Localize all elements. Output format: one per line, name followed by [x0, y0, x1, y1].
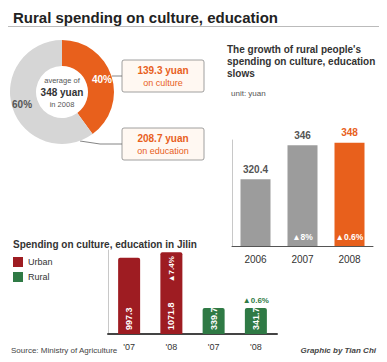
svg-text:Source: Ministry of Agricultur: Source: Ministry of Agriculture [11, 346, 118, 355]
svg-text:on education: on education [137, 146, 189, 156]
svg-text:208.7 yuan: 208.7 yuan [137, 133, 188, 144]
svg-text:Urban: Urban [28, 257, 53, 267]
svg-text:▲0.6%: ▲0.6% [336, 232, 364, 242]
svg-text:Spending on culture, education: Spending on culture, education in Jilin [13, 239, 197, 250]
svg-text:341.7: 341.7 [251, 307, 261, 330]
svg-text:2006: 2006 [244, 254, 267, 265]
svg-text:348 yuan: 348 yuan [41, 87, 84, 98]
svg-text:2007: 2007 [291, 254, 314, 265]
svg-text:unit: yuan: unit: yuan [231, 89, 266, 98]
svg-text:346: 346 [294, 130, 311, 141]
svg-text:40%: 40% [92, 74, 112, 85]
svg-text:348: 348 [341, 127, 358, 138]
svg-text:Rural spending on culture, edu: Rural spending on culture, education [13, 9, 278, 26]
svg-text:'07: '07 [123, 342, 135, 352]
svg-text:Graphic by Tian Chi: Graphic by Tian Chi [301, 346, 377, 355]
svg-text:▲7.4%: ▲7.4% [167, 256, 176, 282]
svg-text:The growth of rural people's: The growth of rural people's [227, 44, 364, 55]
svg-text:'08: '08 [166, 342, 178, 352]
svg-text:slows: slows [227, 68, 255, 79]
svg-text:139.3 yuan: 139.3 yuan [137, 65, 188, 76]
svg-text:2008: 2008 [338, 254, 361, 265]
svg-text:Rural: Rural [28, 272, 50, 282]
svg-text:▲8%: ▲8% [292, 232, 313, 242]
svg-text:339.7: 339.7 [209, 307, 219, 330]
svg-text:320.4: 320.4 [243, 164, 268, 175]
svg-text:'08: '08 [250, 342, 262, 352]
svg-text:'07: '07 [208, 342, 220, 352]
svg-text:1071.8: 1071.8 [166, 302, 176, 330]
svg-text:average of: average of [44, 76, 80, 85]
svg-text:▲0.6%: ▲0.6% [243, 296, 269, 305]
svg-text:997.3: 997.3 [124, 307, 134, 330]
svg-text:spending on culture, education: spending on culture, education [227, 56, 378, 67]
svg-text:in 2008: in 2008 [50, 100, 75, 109]
svg-text:60%: 60% [12, 99, 32, 110]
svg-text:on culture: on culture [143, 78, 183, 88]
